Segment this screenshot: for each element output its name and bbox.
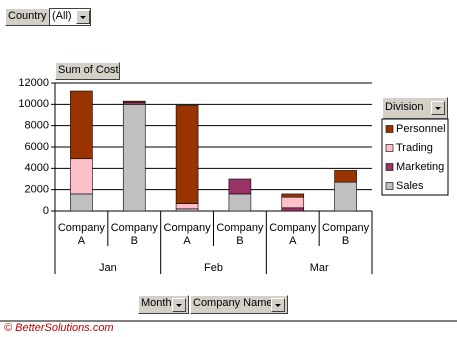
- page-field-value[interactable]: (All): [49, 8, 91, 26]
- row-field-text: Company Name: [193, 297, 273, 309]
- bar-segment: [122, 104, 146, 212]
- row-field-button[interactable]: Company Name: [190, 295, 288, 314]
- bar-segment: [122, 101, 146, 105]
- footer-credit: © BetterSolutions.com: [4, 322, 114, 334]
- bar-segment: [175, 105, 199, 204]
- x-tick-label: Company A: [163, 222, 211, 247]
- y-tick-label: 6000: [25, 141, 49, 153]
- dropdown-arrow[interactable]: [431, 101, 445, 115]
- x-tick-label: Company B: [110, 222, 158, 247]
- bar-segment: [70, 90, 93, 160]
- legend-label: Trading: [396, 142, 433, 154]
- bar-segment: [70, 158, 93, 195]
- bar-segment: [334, 170, 357, 183]
- legend-label: Marketing: [396, 161, 444, 173]
- x-group-label: Mar: [310, 262, 329, 274]
- dropdown-arrow[interactable]: [172, 298, 186, 312]
- bar-segment: [281, 207, 305, 212]
- series-field-button[interactable]: Division: [382, 97, 448, 119]
- legend-swatch: [385, 163, 394, 171]
- x-tick-label: Company A: [269, 222, 317, 247]
- y-tick-label: 0: [43, 205, 49, 217]
- x-group-label: Feb: [204, 262, 223, 274]
- y-tick-label: 10000: [18, 98, 49, 110]
- dropdown-arrow[interactable]: [76, 10, 90, 24]
- y-tick-label: 2000: [25, 184, 49, 196]
- bar-segment: [175, 203, 199, 210]
- page-field-button[interactable]: Country: [5, 8, 50, 26]
- bar-segment: [70, 193, 93, 212]
- bar-segment: [228, 193, 252, 212]
- row-field-button[interactable]: Month: [138, 295, 189, 314]
- y-tick-label: 8000: [25, 120, 49, 132]
- legend-swatch: [385, 125, 394, 133]
- legend-swatch: [385, 182, 394, 190]
- y-tick-label: 4000: [25, 162, 49, 174]
- bar-segment: [175, 208, 199, 212]
- bar-segment: [228, 178, 252, 195]
- x-tick-label: Company B: [322, 222, 370, 247]
- y-tick-label: 12000: [18, 77, 49, 89]
- x-group-label: Jan: [99, 262, 117, 274]
- series-field-text: Division: [385, 101, 424, 113]
- dropdown-arrow[interactable]: [271, 298, 285, 312]
- bar-segment: [122, 100, 146, 103]
- legend-label: Sales: [396, 180, 424, 192]
- bar-segment: [281, 193, 305, 198]
- legend-swatch: [385, 144, 394, 152]
- x-tick-label: Company B: [216, 222, 264, 247]
- x-tick-label: Company A: [57, 222, 105, 247]
- row-field-text: Month: [141, 297, 172, 309]
- data-field-button[interactable]: Sum of Cost: [55, 62, 120, 80]
- bar-segment: [281, 196, 305, 209]
- page-field-value-text: (All): [52, 10, 72, 22]
- bar-segment: [334, 181, 357, 212]
- legend-label: Personnel: [396, 123, 446, 135]
